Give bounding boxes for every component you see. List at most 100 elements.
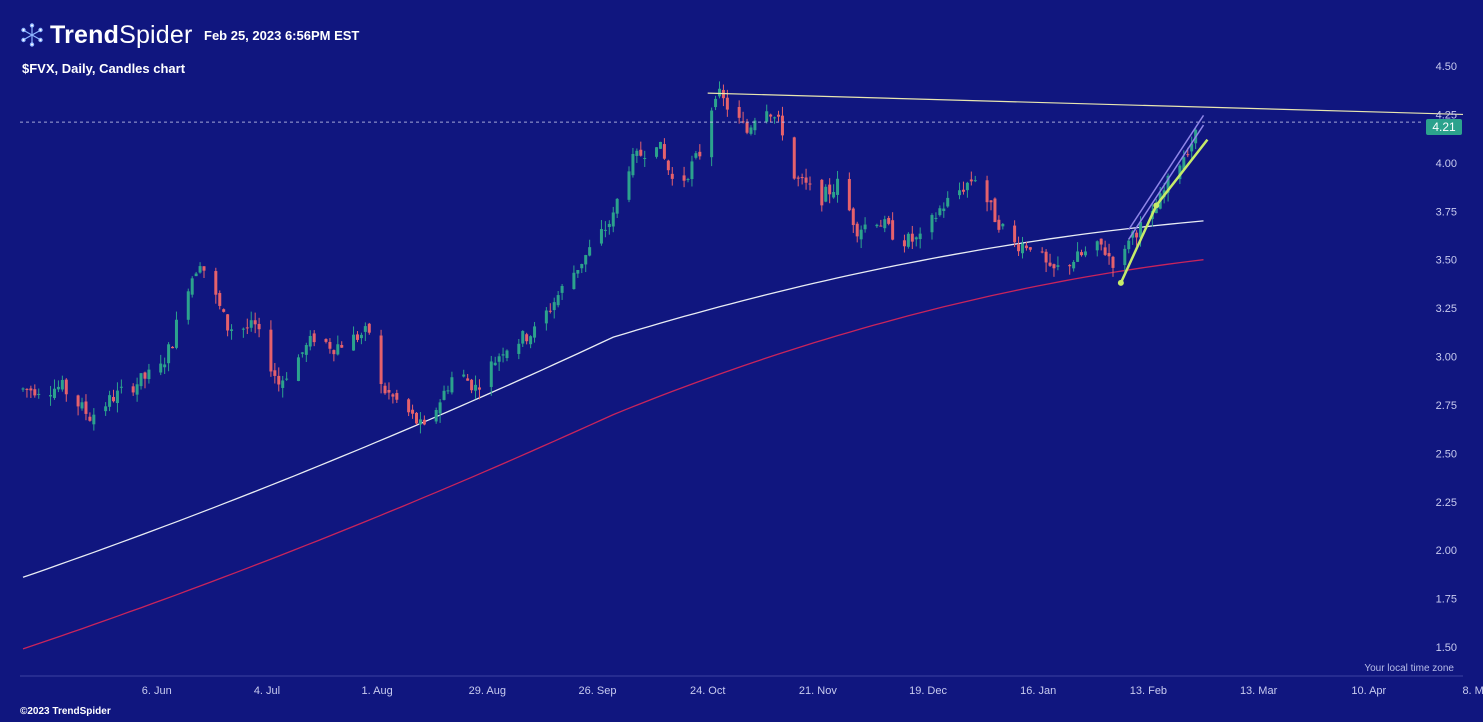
candle-body xyxy=(1107,253,1111,257)
x-tick-label: 21. Nov xyxy=(799,685,837,697)
candle-body xyxy=(725,97,729,110)
support-anchor-point xyxy=(1153,202,1160,209)
candle-body xyxy=(891,220,895,240)
candle-body xyxy=(1072,261,1076,269)
current-price-tag: 4.21 xyxy=(1426,119,1462,135)
candle-body xyxy=(163,364,167,368)
candle-body xyxy=(493,362,497,366)
candle-body xyxy=(1076,251,1080,262)
candle-body xyxy=(395,393,399,400)
candle-body xyxy=(257,323,261,330)
candle-body xyxy=(1166,175,1170,193)
candle-body xyxy=(198,266,202,273)
candle-body xyxy=(769,114,773,117)
candle-body xyxy=(422,419,426,425)
candle-body xyxy=(1040,251,1044,253)
candle-body xyxy=(863,224,867,230)
candle-body xyxy=(174,319,178,348)
candle-body xyxy=(332,350,336,355)
x-tick-label: 8. May xyxy=(1462,685,1483,697)
y-tick-label: 2.50 xyxy=(1436,448,1457,460)
candle-body xyxy=(737,107,741,118)
candle-body xyxy=(902,240,906,247)
brand-name: TrendSpider xyxy=(50,22,193,48)
candle-body xyxy=(230,329,234,331)
candle-body xyxy=(64,379,68,395)
candle-body xyxy=(969,179,973,182)
candle-body xyxy=(973,180,977,182)
x-tick-label: 24. Oct xyxy=(690,685,725,697)
candle-body xyxy=(37,393,41,395)
candle-body xyxy=(1017,244,1021,252)
candle-body xyxy=(749,127,753,134)
candle-body xyxy=(1080,252,1084,256)
candle-body xyxy=(560,285,564,293)
candle-body xyxy=(277,375,281,385)
candle-body xyxy=(56,386,60,390)
candle-body xyxy=(584,255,588,265)
candle-body xyxy=(1111,256,1115,268)
candle-body xyxy=(477,387,481,390)
y-tick-label: 3.00 xyxy=(1436,352,1457,364)
candle-body xyxy=(1182,157,1186,170)
candle-body xyxy=(285,378,289,380)
candle-body xyxy=(635,150,639,156)
candle-body xyxy=(1001,223,1005,227)
candle-body xyxy=(253,320,257,325)
candle-body xyxy=(946,197,950,207)
candle-body xyxy=(186,291,190,320)
candle-body xyxy=(883,219,887,229)
candle-body xyxy=(104,406,108,412)
x-tick-label: 16. Jan xyxy=(1020,685,1056,697)
candle-body xyxy=(1028,247,1032,250)
candle-body xyxy=(1095,241,1099,251)
candle-body xyxy=(662,144,666,159)
y-tick-label: 4.00 xyxy=(1436,158,1457,170)
candle-body xyxy=(359,334,363,339)
candle-body xyxy=(324,339,328,342)
candle-body xyxy=(245,327,249,329)
candle-body xyxy=(552,302,556,311)
candle-body xyxy=(190,278,194,295)
candle-body xyxy=(273,370,277,376)
candle-body xyxy=(218,293,222,306)
candle-body xyxy=(918,233,922,240)
candle-body xyxy=(580,264,584,269)
candle-body xyxy=(1024,245,1028,249)
candle-body xyxy=(194,273,198,277)
candle-body xyxy=(686,179,690,181)
candle-body xyxy=(714,98,718,108)
y-tick-label: 4.50 xyxy=(1436,61,1457,73)
candle-body xyxy=(52,388,56,398)
candle-body xyxy=(958,190,962,196)
chart-timestamp: Feb 25, 2023 6:56PM EST xyxy=(204,28,360,43)
x-tick-label: 13. Mar xyxy=(1240,685,1278,697)
chart-subtitle: $FVX, Daily, Candles chart xyxy=(22,61,186,76)
candle-body xyxy=(33,389,37,396)
candle-body xyxy=(879,225,883,227)
sma-fast-line xyxy=(22,220,1204,578)
candle-body xyxy=(355,334,359,340)
candle-body xyxy=(135,384,139,395)
candle-body xyxy=(670,173,674,179)
y-tick-label: 4.25 xyxy=(1436,109,1457,121)
candle-body xyxy=(529,336,533,345)
candle-body xyxy=(717,88,721,97)
brand-bold: Trend xyxy=(50,21,120,49)
candle-body xyxy=(1052,264,1056,269)
drawings-group xyxy=(20,92,1464,286)
candle-body xyxy=(965,182,969,191)
candle-body xyxy=(627,171,631,200)
y-tick-label: 3.25 xyxy=(1436,303,1457,315)
candle-body xyxy=(1178,165,1182,180)
candle-body xyxy=(1135,232,1139,238)
channel-line xyxy=(1128,114,1205,231)
candle-body xyxy=(159,363,163,373)
candle-body xyxy=(753,120,757,131)
x-tick-label: 4. Jul xyxy=(254,685,280,697)
candle-body xyxy=(407,399,411,413)
candle-body xyxy=(544,310,548,324)
candle-body xyxy=(462,374,466,377)
candle-body xyxy=(336,344,340,355)
